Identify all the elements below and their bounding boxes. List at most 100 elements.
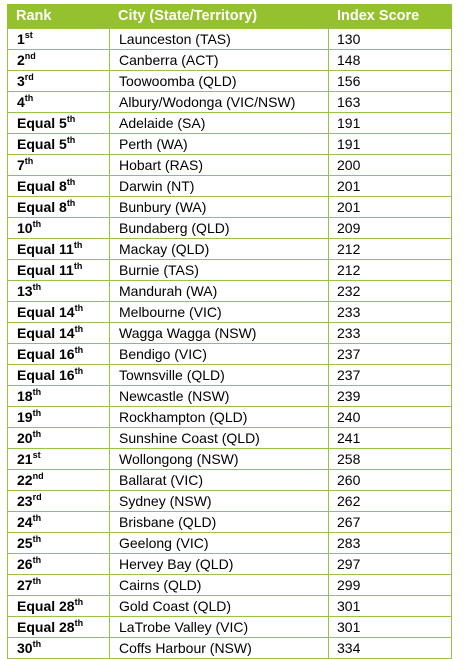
- rank-prefix: Equal: [17, 136, 60, 152]
- rank-number: 26: [17, 556, 33, 572]
- city-cell: Canberra (ACT): [109, 49, 329, 71]
- rank-ordinal-suffix: nd: [24, 51, 36, 61]
- rank-number: 5: [59, 136, 67, 152]
- rank-cell: Equal 16th: [7, 343, 110, 365]
- table-row: Equal 11th Burnie (TAS) 212: [7, 259, 452, 281]
- rank-number: 13: [17, 283, 33, 299]
- city-cell: Adelaide (SA): [109, 112, 329, 134]
- city-cell: Coffs Harbour (NSW): [109, 637, 329, 659]
- rank-number: 20: [17, 430, 33, 446]
- rank-prefix: Equal: [17, 262, 60, 278]
- index-score-cell: 212: [328, 238, 452, 260]
- index-score-cell: 237: [328, 364, 452, 386]
- table-row: 13th Mandurah (WA) 232: [7, 280, 452, 302]
- city-cell: Perth (WA): [109, 133, 329, 155]
- index-score-cell: 130: [328, 28, 452, 50]
- rank-number: 23: [17, 493, 33, 509]
- index-score-cell: 267: [328, 511, 452, 533]
- rank-cell: 20th: [7, 427, 110, 449]
- index-score-cell: 156: [328, 70, 452, 92]
- city-cell: Newcastle (NSW): [109, 385, 329, 407]
- rank-prefix: Equal: [17, 367, 60, 383]
- rank-number: 19: [17, 409, 33, 425]
- table-row: 24th Brisbane (QLD) 267: [7, 511, 452, 533]
- rank-cell: Equal 11th: [7, 259, 110, 281]
- table-row: 18th Newcastle (NSW) 239: [7, 385, 452, 407]
- city-cell: Sydney (NSW): [109, 490, 329, 512]
- rank-cell: 1st: [7, 28, 110, 50]
- rank-cell: 24th: [7, 511, 110, 533]
- rank-cell: Equal 5th: [7, 133, 110, 155]
- rank-number: 8: [59, 178, 67, 194]
- table-row: 2nd Canberra (ACT) 148: [7, 49, 452, 71]
- index-score-cell: 260: [328, 469, 452, 491]
- index-score-cell: 241: [328, 427, 452, 449]
- table-row: 27th Cairns (QLD) 299: [7, 574, 452, 596]
- rank-cell: 26th: [7, 553, 110, 575]
- rank-cell: Equal 8th: [7, 196, 110, 218]
- rank-cell: Equal 16th: [7, 364, 110, 386]
- rank-number: 5: [59, 115, 67, 131]
- rank-ordinal-suffix: th: [74, 597, 84, 607]
- index-score-cell: 212: [328, 259, 452, 281]
- table-row: 3rd Toowoomba (QLD) 156: [7, 70, 452, 92]
- rank-cell: 22nd: [7, 469, 110, 491]
- rank-number: 14: [59, 325, 75, 341]
- rank-cell: 3rd: [7, 70, 110, 92]
- rank-cell: Equal 14th: [7, 301, 110, 323]
- city-cell: Toowoomba (QLD): [109, 70, 329, 92]
- rank-number: 3: [17, 73, 25, 89]
- rank-ordinal-suffix: th: [74, 366, 84, 376]
- rank-number: 28: [59, 598, 75, 614]
- city-cell: Wagga Wagga (NSW): [109, 322, 329, 344]
- table-row: 7th Hobart (RAS) 200: [7, 154, 452, 176]
- city-cell: Hobart (RAS): [109, 154, 329, 176]
- rank-ordinal-suffix: th: [66, 177, 76, 187]
- table-row: 1st Launceston (TAS) 130: [7, 28, 452, 50]
- rank-ordinal-suffix: th: [32, 513, 42, 523]
- city-cell: Sunshine Coast (QLD): [109, 427, 329, 449]
- table-row: Equal 5th Perth (WA) 191: [7, 133, 452, 155]
- city-cell: Bundaberg (QLD): [109, 217, 329, 239]
- table-row: 21st Wollongong (NSW) 258: [7, 448, 452, 470]
- index-score-cell: 239: [328, 385, 452, 407]
- table-row: Equal 14th Melbourne (VIC) 233: [7, 301, 452, 323]
- rank-cell: Equal 8th: [7, 175, 110, 197]
- index-score-cell: 200: [328, 154, 452, 176]
- index-score-cell: 232: [328, 280, 452, 302]
- rank-number: 11: [59, 241, 74, 257]
- table-row: Equal 16th Bendigo (VIC) 237: [7, 343, 452, 365]
- rank-number: 16: [59, 346, 75, 362]
- city-cell: Burnie (TAS): [109, 259, 329, 281]
- city-cell: Geelong (VIC): [109, 532, 329, 554]
- rank-ordinal-suffix: th: [73, 240, 83, 250]
- city-cell: Rockhampton (QLD): [109, 406, 329, 428]
- rank-cell: 4th: [7, 91, 110, 113]
- rank-number: 30: [17, 640, 33, 656]
- city-cell: Wollongong (NSW): [109, 448, 329, 470]
- index-score-cell: 299: [328, 574, 452, 596]
- table-row: 26th Hervey Bay (QLD) 297: [7, 553, 452, 575]
- rank-cell: 13th: [7, 280, 110, 302]
- rank-ordinal-suffix: th: [66, 198, 76, 208]
- rank-prefix: Equal: [17, 304, 60, 320]
- rank-prefix: Equal: [17, 346, 60, 362]
- rank-ordinal-suffix: th: [74, 618, 84, 628]
- rank-number: 25: [17, 535, 33, 551]
- rank-ordinal-suffix: th: [32, 429, 42, 439]
- table-row: Equal 8th Darwin (NT) 201: [7, 175, 452, 197]
- rank-cell: Equal 28th: [7, 595, 110, 617]
- ranking-table-container: Rank City (State/Territory) Index Score …: [7, 4, 452, 659]
- city-cell: LaTrobe Valley (VIC): [109, 616, 329, 638]
- rank-ordinal-suffix: th: [32, 639, 42, 649]
- rank-number: 24: [17, 514, 33, 530]
- city-cell: Melbourne (VIC): [109, 301, 329, 323]
- rank-number: 22: [17, 472, 33, 488]
- city-cell: Bendigo (VIC): [109, 343, 329, 365]
- city-cell: Ballarat (VIC): [109, 469, 329, 491]
- rank-number: 2: [17, 52, 25, 68]
- rank-cell: 18th: [7, 385, 110, 407]
- rank-ordinal-suffix: rd: [24, 72, 34, 82]
- rank-prefix: Equal: [17, 241, 60, 257]
- table-header-row: Rank City (State/Territory) Index Score: [7, 4, 452, 29]
